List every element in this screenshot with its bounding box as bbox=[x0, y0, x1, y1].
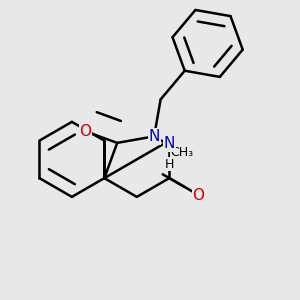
Text: O: O bbox=[80, 124, 92, 139]
Text: H: H bbox=[165, 158, 174, 171]
Text: O: O bbox=[193, 188, 205, 202]
Text: CH₃: CH₃ bbox=[170, 146, 193, 159]
Text: N: N bbox=[148, 129, 160, 144]
Text: N: N bbox=[164, 136, 175, 151]
